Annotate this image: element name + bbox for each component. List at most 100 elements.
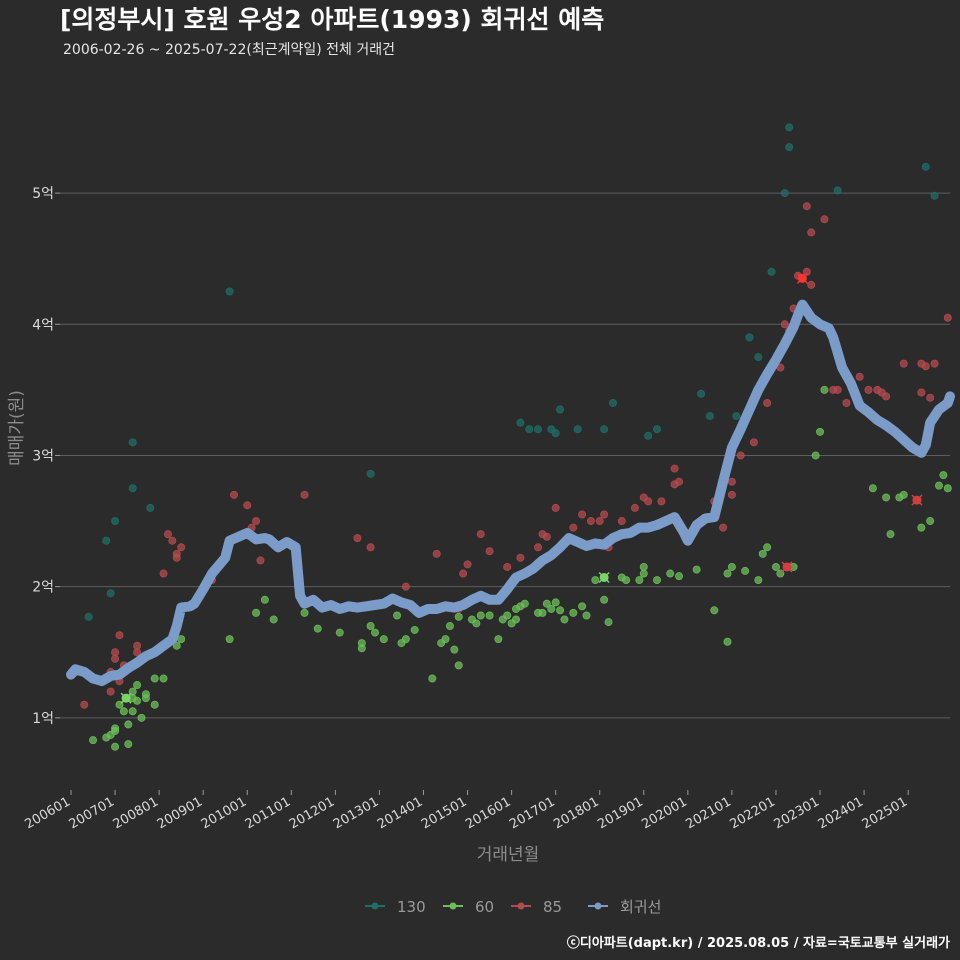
x-tick-label: 201701: [507, 794, 557, 832]
data-point-60: [410, 625, 419, 634]
data-point-60: [943, 484, 952, 493]
data-point-130: [525, 425, 534, 434]
data-point-60: [133, 696, 142, 705]
data-point-60: [723, 637, 732, 646]
data-point-85: [719, 523, 728, 532]
x-tick-label: 202301: [772, 794, 822, 832]
data-point-60: [666, 569, 675, 578]
x-tick-label: 202101: [683, 794, 733, 832]
data-point-60: [476, 611, 485, 620]
legend-label: 130: [397, 898, 426, 916]
data-point-130: [732, 412, 741, 421]
data-point-60: [141, 694, 150, 703]
data-point-60: [445, 622, 454, 631]
data-point-60: [371, 628, 380, 637]
x-tick-label: 202201: [727, 794, 777, 832]
highlight-cross: [781, 561, 793, 573]
data-point-85: [172, 553, 181, 562]
data-point-130: [608, 398, 617, 407]
data-point-60: [758, 549, 767, 558]
data-point-85: [463, 560, 472, 569]
x-tick-label: 202401: [816, 794, 866, 832]
data-point-85: [503, 562, 512, 571]
data-point-85: [230, 490, 239, 499]
data-point-130: [106, 589, 115, 598]
data-point-85: [111, 654, 120, 663]
data-point-85: [675, 477, 684, 486]
data-point-85: [586, 517, 595, 526]
y-tick-label: 3억: [32, 448, 54, 464]
chart-subtitle: 2006-02-26 ~ 2025-07-22(최근계약일) 전체 거래건: [63, 42, 395, 58]
data-point-85: [256, 556, 265, 565]
data-point-60: [538, 608, 547, 617]
data-point-85: [106, 687, 115, 696]
data-point-60: [569, 608, 578, 617]
data-point-60: [124, 720, 133, 729]
data-point-130: [225, 287, 234, 296]
y-axis-label: 매매가(원): [7, 390, 27, 466]
data-point-85: [882, 392, 891, 401]
data-point-130: [111, 517, 120, 526]
data-point-60: [899, 490, 908, 499]
data-point-130: [705, 412, 714, 421]
x-tick-label: 200701: [67, 794, 117, 832]
data-point-60: [635, 576, 644, 585]
chart-title: [의정부시] 호원 우성2 아파트(1993) 회귀선 예측: [60, 5, 604, 34]
highlight-markers: [120, 272, 923, 704]
data-point-60: [811, 451, 820, 460]
data-point-60: [542, 599, 551, 608]
data-point-60: [886, 530, 895, 539]
highlight-cross: [598, 571, 610, 583]
data-point-85: [736, 451, 745, 460]
x-tick-label: 202501: [860, 794, 910, 832]
data-point-60: [401, 635, 410, 644]
x-axis-label: 거래년월: [477, 845, 540, 865]
data-point-85: [595, 517, 604, 526]
data-point-130: [600, 425, 609, 434]
data-point-60: [366, 622, 375, 631]
data-point-85: [820, 215, 829, 224]
data-point-130: [785, 123, 794, 132]
legend-marker-60: [449, 902, 457, 910]
data-point-85: [80, 700, 89, 709]
x-axis-ticks: 2006012007012008012009012010012011012012…: [23, 790, 910, 832]
data-point-85: [727, 490, 736, 499]
data-point-60: [763, 543, 772, 552]
data-point-60: [485, 611, 494, 620]
data-point-60: [428, 674, 437, 683]
data-point-60: [119, 707, 128, 716]
y-tick-label: 4억: [32, 317, 54, 333]
data-point-130: [128, 484, 137, 493]
data-point-130: [102, 536, 111, 545]
data-point-130: [84, 612, 93, 621]
data-point-60: [225, 635, 234, 644]
data-point-60: [723, 569, 732, 578]
data-point-85: [569, 523, 578, 532]
data-point-85: [930, 359, 939, 368]
data-point-85: [133, 648, 142, 657]
data-point-85: [252, 517, 261, 526]
data-point-60: [520, 599, 529, 608]
x-tick-label: 202001: [639, 794, 689, 832]
data-point-130: [697, 389, 706, 398]
x-tick-label: 201901: [595, 794, 645, 832]
data-point-60: [547, 604, 556, 613]
data-point-60: [503, 611, 512, 620]
data-point-85: [600, 510, 609, 519]
data-point-60: [556, 606, 565, 615]
data-point-60: [150, 674, 159, 683]
x-tick-label: 201301: [331, 794, 381, 832]
data-point-60: [710, 606, 719, 615]
data-point-85: [353, 534, 362, 543]
data-point-60: [150, 700, 159, 709]
data-point-60: [551, 598, 560, 607]
data-point-60: [882, 493, 891, 502]
legend-marker-85: [517, 902, 525, 910]
data-point-130: [551, 429, 560, 438]
legend: 130 60 85 회귀선: [365, 898, 661, 916]
data-point-60: [868, 484, 877, 493]
data-point-60: [111, 742, 120, 751]
data-point-60: [133, 681, 142, 690]
data-point-60: [727, 562, 736, 571]
